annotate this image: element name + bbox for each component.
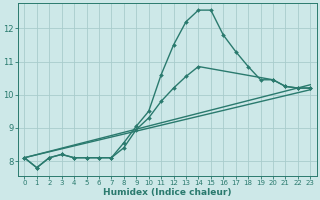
X-axis label: Humidex (Indice chaleur): Humidex (Indice chaleur) — [103, 188, 232, 197]
